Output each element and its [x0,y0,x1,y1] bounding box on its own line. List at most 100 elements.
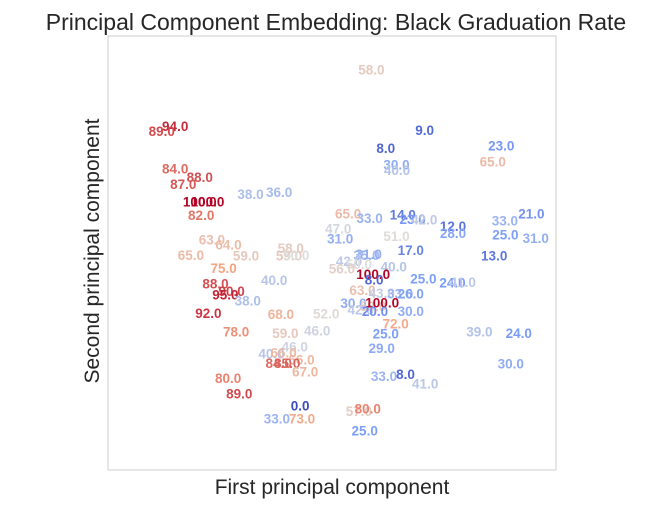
point-label-64: 100.0 [365,295,399,310]
point-label-86: 33.0 [371,369,397,384]
point-label-69: 52.0 [313,307,339,322]
point-label-3: 9.0 [415,123,434,138]
point-label-53: 88.0 [202,277,228,292]
point-label-46: 75.0 [210,261,236,276]
point-label-41: 31.0 [356,247,382,262]
point-label-20: 23.0 [399,212,425,227]
point-label-12: 36.0 [266,185,292,200]
point-label-7: 30.0 [383,157,409,172]
x-axis-label: First principal component [215,476,450,499]
point-label-76: 25.0 [373,327,399,342]
point-label-17: 65.0 [335,206,361,221]
point-label-54: 90.0 [218,284,244,299]
point-label-2: 89.0 [149,124,175,139]
point-label-72: 24.0 [506,326,532,341]
point-label-85: 30.0 [498,357,524,372]
point-label-37: 58.0 [278,241,304,256]
point-label-71: 39.0 [466,325,492,340]
point-label-4: 8.0 [376,141,395,156]
point-label-8: 40.0 [384,163,410,178]
plot-area [107,35,557,471]
point-label-42: 42.0 [336,254,362,269]
point-label-29: 51.0 [383,229,409,244]
point-label-14: 100.0 [183,194,217,209]
point-label-24: 12.0 [440,219,466,234]
point-label-11: 87.0 [170,177,196,192]
point-label-87: 8.0 [396,367,415,382]
point-label-93: 73.0 [289,412,315,427]
point-label-60: 26.0 [398,287,424,302]
point-label-65: 20.0 [362,304,388,319]
point-label-58: 43.0 [369,286,395,301]
point-label-43: 50.0 [346,257,372,272]
point-label-94: 57.0 [346,404,372,419]
point-label-34: 13.0 [481,249,507,264]
point-label-49: 25.0 [410,272,436,287]
point-label-10: 88.0 [187,170,213,185]
point-label-57: 63.0 [349,283,375,298]
point-label-84: 67.0 [292,364,318,379]
point-label-61: 30.0 [340,296,366,311]
point-label-55: 95.0 [212,288,238,303]
point-label-30: 63.0 [199,233,225,248]
point-label-27: 31.0 [523,231,549,246]
point-label-68: 68.0 [268,307,294,322]
point-label-31: 64.0 [215,237,241,252]
point-label-18: 33.0 [356,211,382,226]
point-label-45: 56.0 [329,262,355,277]
point-label-19: 14.0 [390,207,416,222]
point-label-82: 84.0 [266,356,292,371]
point-label-66: 30.0 [398,304,424,319]
point-label-40: 35.0 [353,248,379,263]
point-label-70: 72.0 [382,317,408,332]
point-label-1: 94.0 [162,119,188,134]
point-label-21: 42.0 [411,213,437,228]
point-label-62: 42.0 [348,302,374,317]
point-label-52: 40.0 [261,273,287,288]
point-label-28: 47.0 [325,222,351,237]
points-layer: 58.094.089.0 9.08.0 23.065.030.040.084.088… [149,62,549,438]
point-label-16: 82.0 [188,208,214,223]
point-label-88: 41.0 [412,377,438,392]
point-label-39: 50.0 [283,248,309,263]
point-label-51: 41.0 [450,275,476,290]
point-label-89: 80.0 [215,371,241,386]
point-label-90: 89.0 [226,387,252,402]
point-label-0: 58.0 [358,62,384,77]
point-label-77: 29.0 [369,341,395,356]
point-label-63: 59.0 [360,299,386,314]
point-label-50: 24.0 [439,275,465,290]
point-label-44: 40.0 [381,259,407,274]
point-label-33: 17.0 [398,243,424,258]
point-label-75: 46.0 [304,324,330,339]
point-label-6: 65.0 [480,154,506,169]
point-label-38: 59.0 [276,249,302,264]
point-label-5: 23.0 [488,138,514,153]
point-label-26: 25.0 [492,227,518,242]
point-label-23: 33.0 [492,213,518,228]
point-label-78: 46.0 [282,340,308,355]
point-label-35: 65.0 [178,248,204,263]
point-label-59: 33.0 [387,287,413,302]
y-axis-label: Second principal component [81,118,104,383]
point-label-56: 38.0 [235,294,261,309]
point-label-47: 100.0 [356,267,390,282]
point-label-81: 66.0 [288,352,314,367]
point-label-80: 66.0 [270,345,296,360]
point-label-32: 31.0 [327,232,353,247]
point-label-79: 40.0 [258,347,284,362]
point-label-73: 78.0 [223,325,249,340]
point-label-67: 92.0 [195,306,221,321]
chart-title: Principal Component Embedding: Black Gra… [46,9,626,35]
point-label-15: 100.0 [191,194,225,209]
point-label-83: 85.0 [274,356,300,371]
point-label-95: 80.0 [355,402,381,417]
point-label-92: 33.0 [264,412,290,427]
point-label-36: 59.0 [233,249,259,264]
point-label-91: 0.0 [291,398,310,413]
point-label-22: 21.0 [518,206,544,221]
point-label-9: 84.0 [162,162,188,177]
point-label-48: 8.0 [365,272,384,287]
point-label-13: 38.0 [237,187,263,202]
